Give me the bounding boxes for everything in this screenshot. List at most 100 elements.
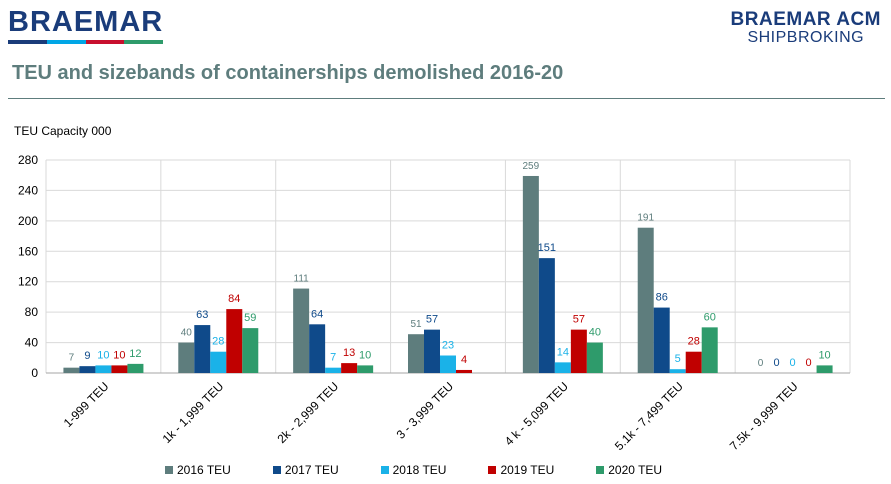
bar (242, 328, 259, 373)
legend-item: 2017 TEU (272, 463, 339, 477)
data-label: 28 (688, 336, 700, 348)
x-tick-label: 7.5k - 9,999 TEU (727, 379, 801, 453)
y-tick-label: 200 (18, 214, 38, 228)
data-label: 84 (228, 293, 240, 305)
bar (79, 366, 96, 373)
bar (111, 365, 128, 373)
y-tick-label: 160 (18, 244, 38, 258)
bar (538, 258, 555, 373)
y-tick-label: 240 (18, 183, 38, 197)
chart-legend: 2016 TEU 2017 TEU 2018 TEU 2019 TEU 2020 TEU (165, 463, 704, 477)
bar (408, 334, 424, 373)
bar (816, 365, 833, 373)
y-tick-label: 80 (25, 305, 39, 319)
data-label: 4 (461, 354, 467, 366)
legend-swatch (165, 466, 173, 474)
data-label: 63 (196, 309, 208, 321)
x-tick-label: 1k - 1,999 TEU (160, 379, 227, 446)
data-label: 191 (637, 213, 654, 224)
y-tick-label: 280 (18, 153, 38, 167)
chart-title: TEU and sizebands of containerships demo… (12, 62, 564, 84)
data-label: 111 (294, 274, 310, 285)
x-tick-label: 4 k - 5,099 TEU (502, 379, 571, 448)
logo-right-line1: BRAEMAR ACM (730, 9, 881, 30)
data-label: 23 (442, 340, 454, 352)
bar (309, 324, 326, 373)
logo-stripe (8, 40, 163, 44)
data-label: 86 (656, 292, 668, 304)
legend-item: 2018 TEU (380, 463, 447, 477)
data-label: 0 (758, 358, 764, 369)
bar (522, 175, 539, 373)
data-label: 28 (212, 336, 224, 348)
bar (440, 355, 456, 373)
data-label: 40 (589, 327, 601, 339)
bar (653, 307, 670, 373)
data-label: 57 (426, 314, 438, 326)
y-tick-label: 40 (25, 336, 39, 350)
x-tick-label: 3 - 3,999 TEU (394, 379, 457, 442)
bar (586, 342, 603, 373)
data-label: 10 (818, 349, 830, 361)
data-label: 0 (806, 357, 812, 369)
legend-swatch (272, 466, 281, 474)
x-tick-label: 1-999 TEU (61, 379, 112, 430)
data-label: 7 (330, 352, 336, 364)
bar (178, 342, 195, 373)
data-label: 12 (129, 348, 141, 360)
legend-item: 2019 TEU (488, 463, 554, 477)
legend-label: 2019 TEU (500, 463, 555, 477)
stripe-green (124, 40, 163, 44)
data-label: 51 (410, 319, 422, 330)
bar (325, 367, 342, 373)
logo-right-line2: SHIPBROKING (747, 29, 865, 46)
bar (63, 367, 80, 373)
bar (194, 325, 211, 373)
data-label: 0 (774, 357, 780, 369)
bar (226, 309, 243, 373)
bar (357, 365, 374, 373)
bar (210, 351, 227, 373)
data-label: 10 (359, 349, 371, 361)
legend-label: 2016 TEU (177, 463, 231, 477)
title-divider (8, 98, 885, 99)
data-label: 59 (244, 312, 256, 324)
data-label: 0 (790, 357, 796, 369)
data-label: 5 (675, 353, 681, 365)
braemar-logo: BRAEMAR (8, 6, 164, 38)
data-label: 13 (343, 347, 355, 359)
data-label: 14 (557, 346, 569, 358)
bar (95, 365, 112, 373)
data-label: 151 (538, 242, 556, 254)
y-tick-label: 0 (31, 366, 38, 380)
legend-swatch (596, 466, 605, 474)
data-label: 57 (573, 314, 585, 326)
legend-item: 2016 TEU (165, 463, 231, 477)
x-tick-label: 5.1k - 7,499 TEU (612, 379, 686, 453)
legend-label: 2020 TEU (608, 463, 663, 477)
data-label: 7 (69, 353, 75, 364)
stripe-cyan (46, 40, 86, 44)
data-label: 64 (311, 308, 323, 320)
bar (685, 351, 702, 373)
bar (570, 329, 587, 373)
stripe-red (85, 40, 125, 44)
legend-item: 2020 TEU (596, 463, 662, 477)
braemar-acm-logo: BRAEMAR ACM SHIPBROKING (731, 9, 881, 46)
stripe-navy (8, 40, 47, 44)
data-label: 10 (97, 349, 109, 361)
legend-swatch (380, 466, 389, 474)
bar (341, 363, 358, 373)
bar (456, 369, 472, 373)
bar (669, 369, 686, 373)
bar (637, 227, 654, 373)
legend-label: 2018 TEU (392, 463, 447, 477)
data-label: 259 (523, 161, 540, 172)
x-tick-label: 2k - 2,999 TEU (274, 379, 341, 446)
data-label: 60 (704, 311, 716, 323)
y-tick-label: 120 (18, 275, 38, 289)
bar (424, 329, 440, 373)
legend-swatch (488, 466, 497, 474)
data-label: 9 (84, 350, 90, 362)
